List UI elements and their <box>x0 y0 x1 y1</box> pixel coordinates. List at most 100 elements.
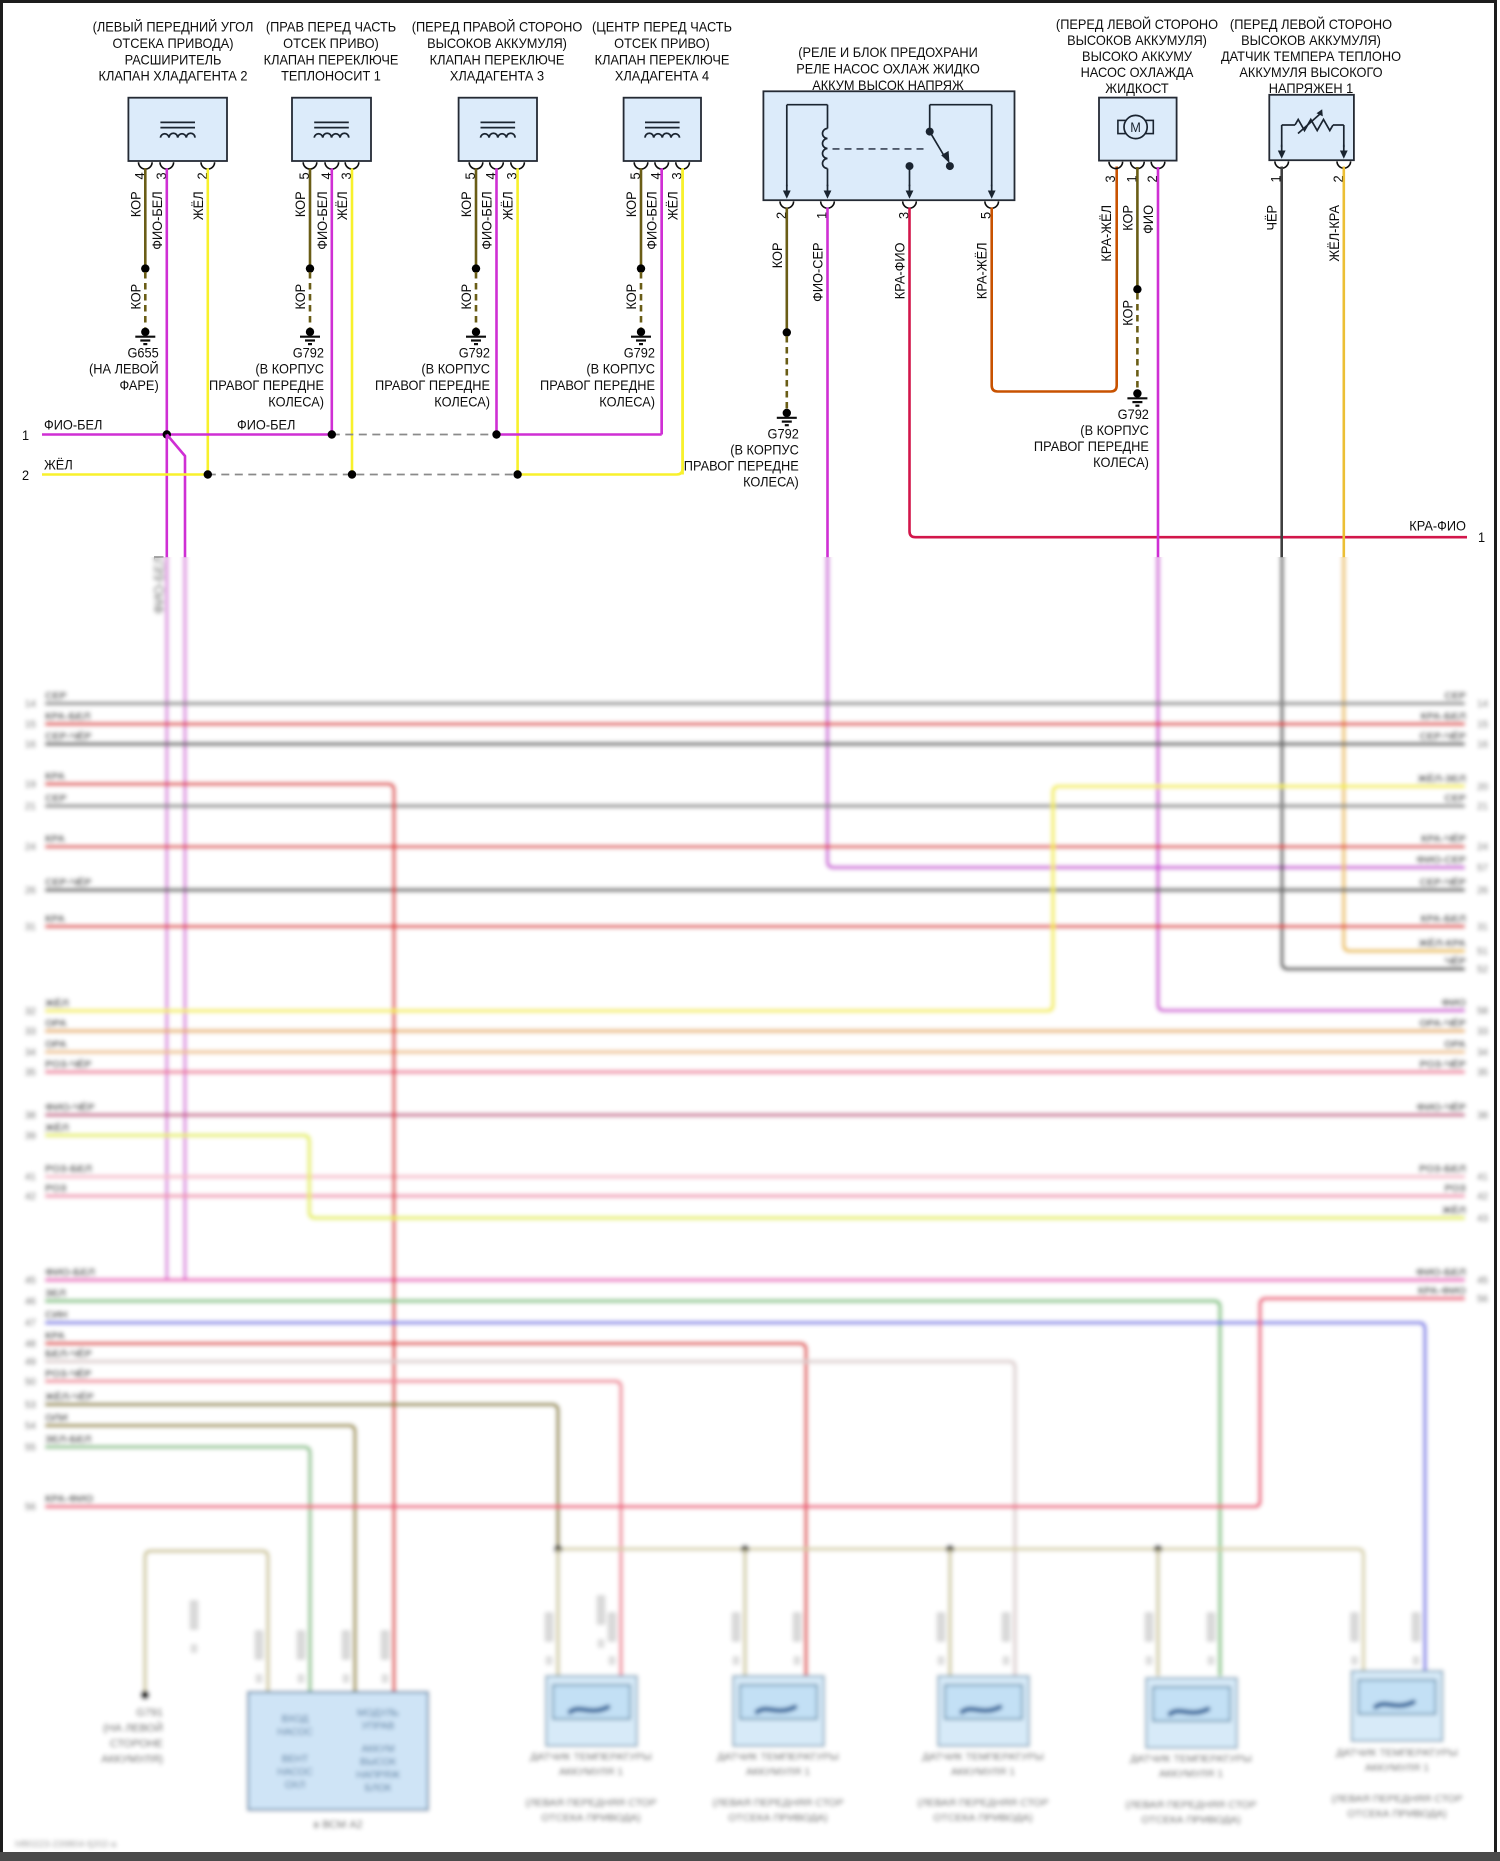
svg-text:БЛОК: БЛОК <box>365 1783 392 1794</box>
svg-text:КРА: КРА <box>45 833 65 845</box>
svg-text:РЕЛЕ НАСОС ОХЛАЖ ЖИДКО: РЕЛЕ НАСОС ОХЛАЖ ЖИДКО <box>796 61 980 77</box>
svg-text:ЧЁР: ЧЁР <box>1264 205 1280 231</box>
svg-text:ЖЁЛ-ЗЕЛ: ЖЁЛ-ЗЕЛ <box>1417 772 1466 785</box>
svg-text:ХЛАДАГЕНТА 3: ХЛАДАГЕНТА 3 <box>450 68 544 84</box>
svg-text:(РЕЛЕ И БЛОК ПРЕДОХРАНИ: (РЕЛЕ И БЛОК ПРЕДОХРАНИ <box>798 44 977 60</box>
svg-text:СЕР-ЧЁР: СЕР-ЧЁР <box>45 730 92 743</box>
svg-text:56: 56 <box>25 1502 37 1513</box>
svg-text:ФИО-БЕЛ: ФИО-БЕЛ <box>1416 1267 1466 1279</box>
svg-text:ПРАВОГ ПЕРЕДНЕ: ПРАВОГ ПЕРЕДНЕ <box>540 377 655 393</box>
svg-text:ВЫСОКО АККУМУ: ВЫСОКО АККУМУ <box>1082 48 1192 64</box>
svg-text:21: 21 <box>25 802 37 813</box>
svg-text:58: 58 <box>1477 1006 1489 1017</box>
svg-text:G792: G792 <box>459 345 490 361</box>
svg-text:ЖЁЛ: ЖЁЛ <box>665 191 681 220</box>
svg-text:ДАТЧИК ТЕМПЕРАТУРЫ: ДАТЧИК ТЕМПЕРАТУРЫ <box>1130 1753 1252 1765</box>
svg-text:5: 5 <box>296 172 312 179</box>
svg-text:ДАТЧИК ТЕМПЕРАТУРЫ: ДАТЧИК ТЕМПЕРАТУРЫ <box>922 1751 1044 1763</box>
svg-text:3: 3 <box>338 172 354 179</box>
svg-text:ФАРЕ): ФАРЕ) <box>119 377 158 393</box>
svg-text:РОЗ: РОЗ <box>45 1183 67 1195</box>
svg-text:51: 51 <box>1477 947 1489 958</box>
svg-text:ЖЁЛ: ЖЁЛ <box>44 1121 69 1134</box>
svg-text:ФИО-БЕЛ: ФИО-БЕЛ <box>149 191 165 249</box>
svg-text:54: 54 <box>25 1421 37 1432</box>
svg-text:ФИО-ЧЁР: ФИО-ЧЁР <box>45 1101 95 1114</box>
svg-text:КОР: КОР <box>128 284 144 310</box>
svg-text:50: 50 <box>25 1377 37 1388</box>
svg-text:ЗЕЛ: ЗЕЛ <box>45 1288 66 1300</box>
svg-text:21: 21 <box>1477 802 1489 813</box>
svg-text:ДАТЧИК ТЕМПЕРА ТЕПЛОНО: ДАТЧИК ТЕМПЕРА ТЕПЛОНО <box>1221 48 1401 64</box>
svg-text:СТОРОНЕ: СТОРОНЕ <box>110 1738 163 1750</box>
svg-text:hf80223-239804-fj202-a: hf80223-239804-fj202-a <box>15 1839 117 1850</box>
svg-text:16: 16 <box>25 740 37 751</box>
svg-text:(НА ЛЕВОЙ: (НА ЛЕВОЙ <box>103 1722 163 1735</box>
svg-text:4: 4 <box>318 172 334 180</box>
svg-text:(В КОРПУС: (В КОРПУС <box>255 361 324 377</box>
svg-text:СЕР: СЕР <box>1444 690 1466 702</box>
svg-text:(ЦЕНТР ПЕРЕД ЧАСТЬ: (ЦЕНТР ПЕРЕД ЧАСТЬ <box>592 19 732 35</box>
svg-text:47: 47 <box>25 1318 37 1329</box>
svg-text:КОР: КОР <box>128 191 144 217</box>
svg-text:(ЛЕВАЯ ПЕРЕДНЯЯ СТОР: (ЛЕВАЯ ПЕРЕДНЯЯ СТОР <box>1125 1799 1256 1811</box>
svg-text:43: 43 <box>1477 1214 1489 1225</box>
svg-text:КРА-ЖЁЛ: КРА-ЖЁЛ <box>974 243 990 300</box>
svg-text:ОТСЕКА ПРИВОДА): ОТСЕКА ПРИВОДА) <box>1347 1808 1447 1820</box>
svg-text:ФИО-БЕЛ: ФИО-БЕЛ <box>314 191 330 249</box>
svg-text:ОРА: ОРА <box>1444 1039 1466 1051</box>
svg-text:24: 24 <box>1477 842 1489 853</box>
svg-text:ОТСЕКА ПРИВОДА): ОТСЕКА ПРИВОДА) <box>541 1812 641 1824</box>
svg-text:ПРАВОГ ПЕРЕДНЕ: ПРАВОГ ПЕРЕДНЕ <box>1034 438 1149 454</box>
svg-text:КРА: КРА <box>45 913 65 925</box>
svg-text:53: 53 <box>25 1400 37 1411</box>
svg-text:КРА-БЕЛ: КРА-БЕЛ <box>45 711 91 723</box>
svg-text:ВЫСОКОВ АККУМУЛЯ): ВЫСОКОВ АККУМУЛЯ) <box>1067 32 1207 48</box>
svg-text:ОРА: ОРА <box>45 1018 67 1030</box>
svg-text:1: 1 <box>22 427 29 443</box>
svg-text:ОЛИ: ОЛИ <box>45 1412 68 1424</box>
svg-text:42: 42 <box>25 1192 37 1203</box>
svg-text:35: 35 <box>1477 1068 1489 1079</box>
svg-text:4: 4 <box>648 172 664 180</box>
svg-text:М: М <box>1130 120 1141 136</box>
svg-text:КРА: КРА <box>45 771 65 783</box>
svg-text:ЖЁЛ-КРА: ЖЁЛ-КРА <box>1418 937 1467 950</box>
svg-text:АККУМУЛЯ 1: АККУМУЛЯ 1 <box>1159 1768 1223 1780</box>
svg-text:1: 1 <box>1268 175 1284 182</box>
svg-text:КОР: КОР <box>458 284 474 310</box>
svg-text:КОР: КОР <box>623 191 639 217</box>
svg-text:ТЕПЛОНОСИТ 1: ТЕПЛОНОСИТ 1 <box>281 68 381 84</box>
svg-text:3: 3 <box>669 172 685 179</box>
svg-text:СЕР: СЕР <box>45 690 67 702</box>
svg-text:ОТСЕК ПРИВО): ОТСЕК ПРИВО) <box>283 35 379 51</box>
svg-text:41: 41 <box>1477 1172 1489 1183</box>
svg-text:ОТСЕКА ПРИВОДА): ОТСЕКА ПРИВОДА) <box>933 1812 1033 1824</box>
svg-text:G791: G791 <box>136 1707 163 1719</box>
svg-text:ОХЛ: ОХЛ <box>285 1780 306 1791</box>
svg-text:ЖЁЛ-КРА: ЖЁЛ-КРА <box>1326 205 1342 262</box>
svg-text:ЖЁЛ-ЧЁР: ЖЁЛ-ЧЁР <box>44 1390 94 1403</box>
svg-text:АККУМУЛЯ): АККУМУЛЯ) <box>101 1754 163 1766</box>
svg-text:КОЛЕСА): КОЛЕСА) <box>434 394 490 410</box>
svg-text:20: 20 <box>1477 782 1489 793</box>
svg-text:КОР: КОР <box>292 284 308 310</box>
svg-text:КОР: КОР <box>458 191 474 217</box>
svg-text:ЖИДКОСТ: ЖИДКОСТ <box>1105 80 1168 96</box>
svg-text:(ЛЕВАЯ ПЕРЕДНЯЯ СТОР: (ЛЕВАЯ ПЕРЕДНЯЯ СТОР <box>712 1797 843 1809</box>
svg-text:5: 5 <box>627 172 643 179</box>
svg-text:ПРАВОГ ПЕРЕДНЕ: ПРАВОГ ПЕРЕДНЕ <box>209 377 324 393</box>
svg-text:52: 52 <box>1477 965 1489 976</box>
svg-text:ДАТЧИК ТЕМПЕРАТУРЫ: ДАТЧИК ТЕМПЕРАТУРЫ <box>717 1751 839 1763</box>
svg-text:33: 33 <box>1477 1027 1489 1038</box>
svg-text:(ПЕРЕД ПРАВОЙ СТОРОНО: (ПЕРЕД ПРАВОЙ СТОРОНО <box>412 19 583 35</box>
svg-text:КОЛЕСА): КОЛЕСА) <box>268 394 324 410</box>
svg-text:ПРАВОГ ПЕРЕДНЕ: ПРАВОГ ПЕРЕДНЕ <box>684 458 799 474</box>
svg-text:БЕЛ-ЧЁР: БЕЛ-ЧЁР <box>45 1347 92 1360</box>
svg-text:(ЛЕВАЯ ПЕРЕДНЯЯ СТОР: (ЛЕВАЯ ПЕРЕДНЯЯ СТОР <box>917 1797 1048 1809</box>
svg-text:ФИО-БЕЛ: ФИО-БЕЛ <box>45 1267 95 1279</box>
svg-text:ДАТЧИК ТЕМПЕРАТУРЫ: ДАТЧИК ТЕМПЕРАТУРЫ <box>530 1751 652 1763</box>
svg-text:УПРАВ: УПРАВ <box>362 1721 395 1732</box>
svg-text:G792: G792 <box>1118 406 1149 422</box>
svg-text:РОЗ-БЕЛ: РОЗ-БЕЛ <box>1419 1163 1466 1175</box>
